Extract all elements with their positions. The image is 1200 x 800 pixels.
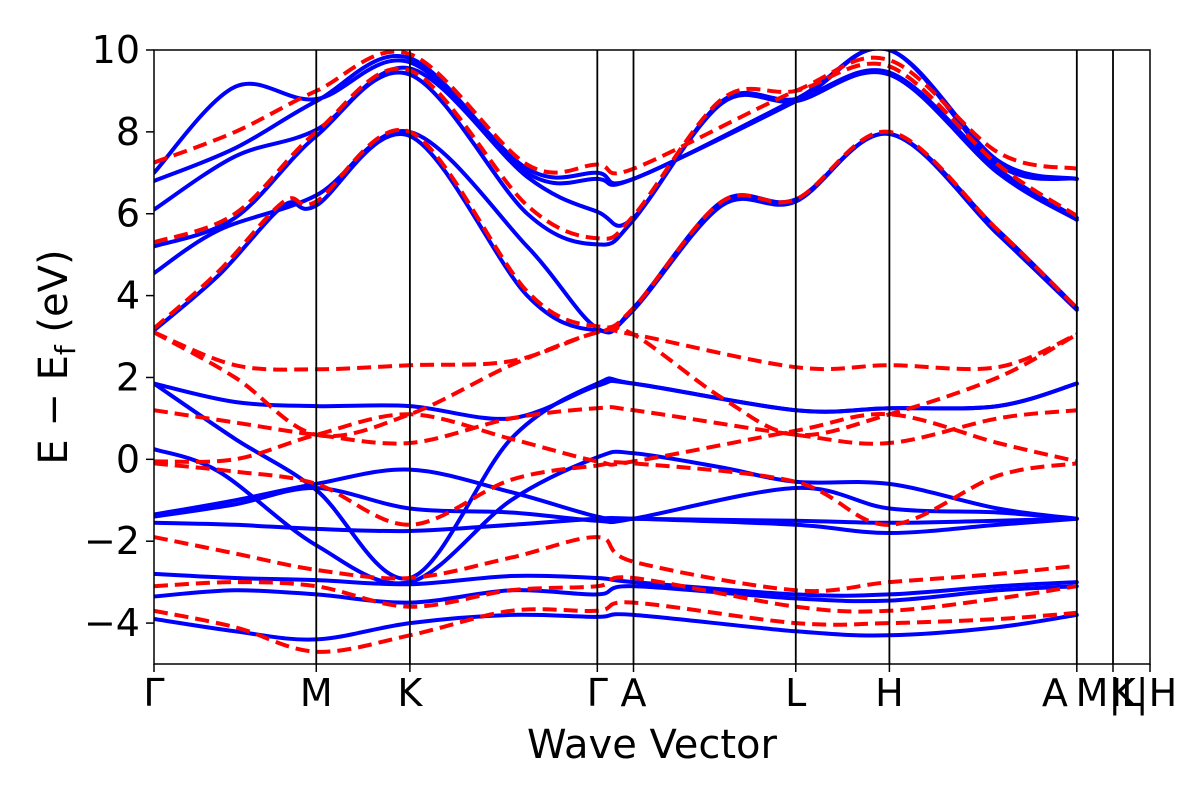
x-tick-label: M|L (1076, 671, 1143, 716)
x-tick-label: K|H (1111, 671, 1177, 716)
dashed-band-16 (154, 327, 1078, 372)
y-tick-label: 8 (116, 110, 140, 154)
x-tick-label: K (397, 671, 423, 715)
y-tick-label: 10 (92, 28, 140, 72)
solid-band-11 (154, 50, 1079, 186)
x-tick-label: M (300, 671, 333, 715)
x-axis: Γ M K Γ A L H A M|LK|H (143, 664, 1177, 716)
x-tick-label: A (621, 671, 647, 715)
x-tick-label: L (785, 671, 806, 715)
plot-frame (153, 49, 1151, 665)
y-axis-title: E − Ef (eV) (31, 249, 82, 464)
x-tick-label: Γ (587, 671, 608, 715)
x-tick-label: A (1042, 671, 1068, 715)
y-axis-title-main: E − E (31, 355, 77, 465)
y-axis: −4 −2 0 2 4 6 8 10 (84, 28, 154, 645)
y-axis-title-subscript: f (49, 344, 82, 355)
y-tick-label: −4 (84, 601, 140, 645)
y-axis-title-unit: (eV) (31, 249, 77, 345)
y-tick-label: 0 (116, 437, 140, 481)
dashed-band-18 (154, 412, 1078, 467)
solid-band-3 (154, 447, 1079, 586)
y-tick-label: 4 (116, 274, 140, 318)
y-tick-label: 6 (116, 192, 140, 236)
x-tick-label: H (875, 671, 904, 715)
x-tick-label: Γ (143, 671, 164, 715)
dashed-band-15 (154, 325, 1078, 439)
y-tick-label: 2 (116, 355, 140, 399)
y-tick-label: −2 (84, 519, 140, 563)
high-symmetry-lines (315, 50, 1114, 664)
x-axis-title: Wave Vector (527, 722, 778, 768)
